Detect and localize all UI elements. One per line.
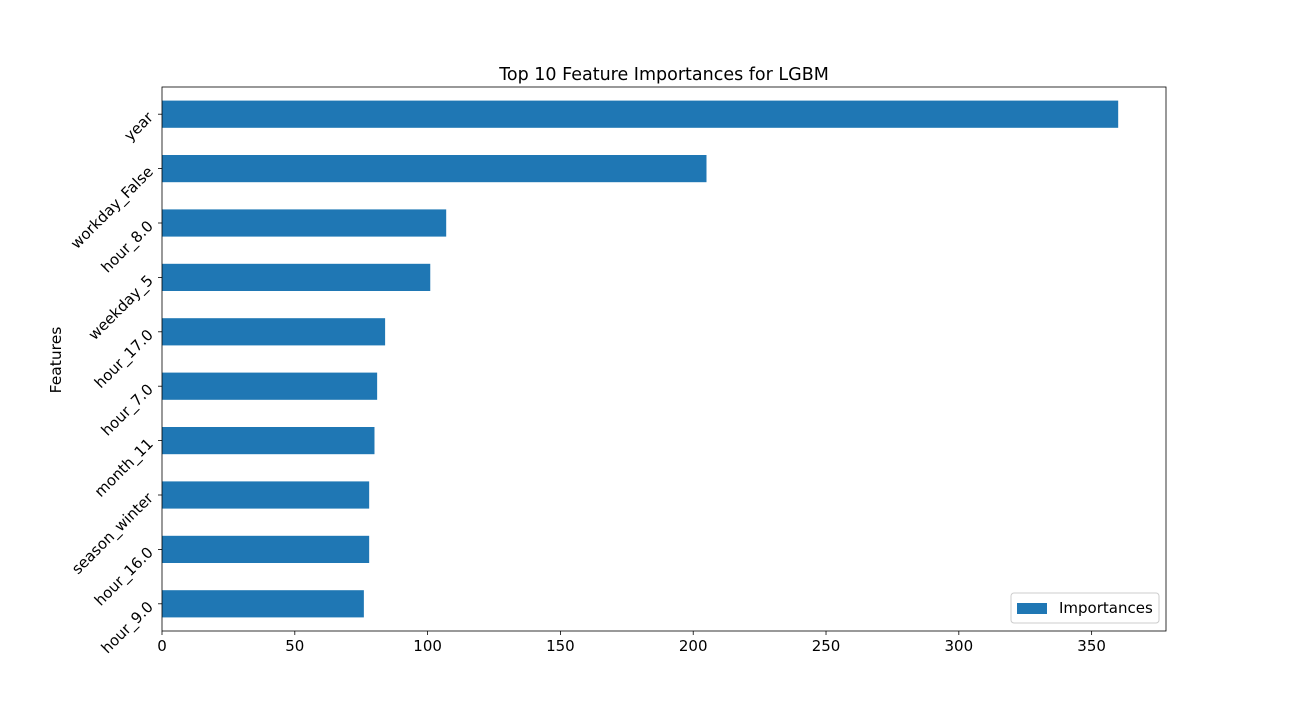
x-tick-label: 350 [1077, 637, 1106, 655]
bar-month_11 [162, 427, 375, 455]
bar-weekday_5 [162, 263, 431, 291]
legend-box [1010, 592, 1160, 624]
y-tick-label: year [120, 108, 157, 145]
x-tick-label: 0 [157, 637, 167, 655]
x-tick-label: 50 [285, 637, 304, 655]
y-tick-label: hour_7.0 [98, 380, 158, 440]
y-axis-label: Features [47, 327, 65, 394]
bar-year [162, 100, 1119, 128]
bar-hour_7.0 [162, 372, 378, 400]
y-tick-label: month_11 [91, 435, 158, 502]
x-tick-label: 250 [812, 637, 841, 655]
bar-workday_False [162, 155, 707, 183]
x-tick-label: 150 [546, 637, 575, 655]
bar-hour_9.0 [162, 590, 364, 618]
plot-frame [161, 86, 1167, 632]
x-axis-ticks: 0 50 100 150 200 250 300 350 [157, 631, 1106, 655]
legend-label: Importances [1059, 599, 1153, 617]
bar-hour_17.0 [162, 318, 386, 346]
x-tick-label: 300 [945, 637, 974, 655]
y-axis-ticks: yearworkday_Falsehour_8.0weekday_5hour_1… [67, 108, 162, 658]
chart-title: Top 10 Feature Importances for LGBM [498, 65, 829, 85]
y-tick-label: hour_8.0 [98, 217, 158, 277]
legend: Importances [1010, 592, 1160, 624]
bar-season_winter [162, 481, 370, 509]
legend-swatch [1017, 603, 1047, 614]
y-tick-label: hour_9.0 [98, 598, 158, 658]
x-tick-label: 200 [679, 637, 708, 655]
bars-layer [162, 100, 1119, 618]
bar-hour_16.0 [162, 535, 370, 563]
x-tick-label: 100 [413, 637, 442, 655]
bar-hour_8.0 [162, 209, 447, 237]
